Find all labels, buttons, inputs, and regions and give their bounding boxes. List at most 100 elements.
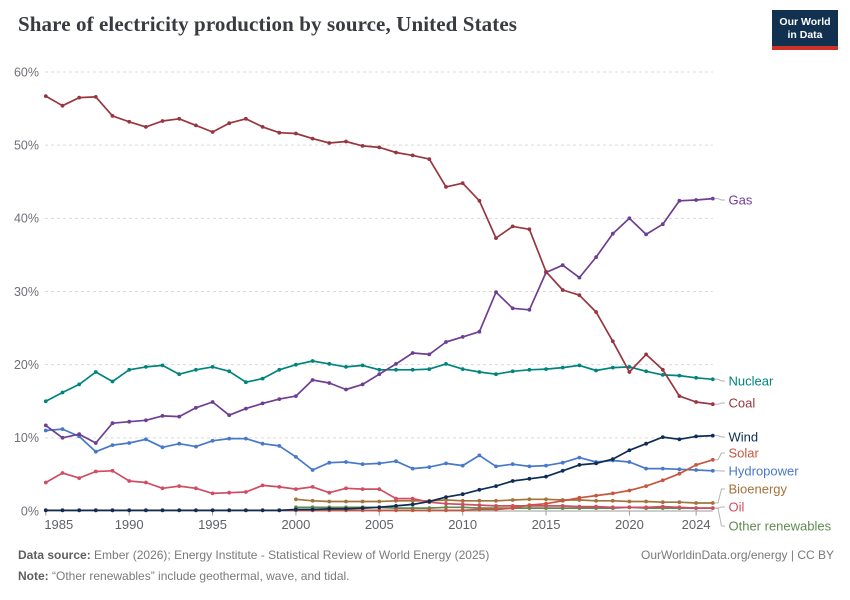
data-point-gas [444,340,448,344]
label-connector-coal [714,402,725,405]
data-point-hydropower [227,436,232,441]
series-label-other-renewables: Other renewables [729,518,832,533]
label-connector-wind [714,435,725,438]
data-point-wind [644,441,648,446]
data-point-hydropower [60,427,65,431]
data-point-hydropower [93,449,98,454]
series-hydropower [43,427,715,473]
x-axis-tick-label: 2010 [448,517,477,532]
data-point-nuclear [60,390,65,395]
data-point-oil [410,496,415,501]
data-point-gas [294,394,298,398]
data-point-hydropower [360,462,365,467]
data-point-hydropower [377,461,382,466]
data-point-oil [377,487,382,491]
data-point-gas [494,290,498,295]
data-point-hydropower [544,463,548,468]
data-point-coal [394,150,398,155]
x-axis-tick-label: 1985 [44,517,73,532]
data-point-wind [544,474,548,479]
data-point-oil [627,505,632,510]
data-point-gas [60,435,65,440]
data-point-nuclear [410,367,415,372]
label-connector-oil [714,506,725,509]
data-point-coal [677,394,682,398]
data-point-wind [60,508,65,513]
data-point-hydropower [410,466,415,471]
data-point-gas [110,421,115,426]
data-point-solar [577,495,582,500]
data-point-hydropower [710,468,715,473]
data-point-solar [710,457,715,462]
data-point-hydropower [260,441,265,446]
data-point-oil [577,504,582,509]
data-point-hydropower [460,463,465,468]
data-point-oil [710,506,715,510]
data-point-wind [194,508,198,513]
data-point-gas [594,255,598,259]
data-point-solar [660,478,665,483]
data-point-wind [77,508,82,513]
series-label-solar: Solar [729,445,760,460]
data-point-bioenergy [294,497,298,502]
data-point-coal [60,103,65,108]
data-point-gas [327,381,332,385]
data-point-gas [410,351,415,355]
note-text: “Other renewables” include geothermal, w… [52,569,350,583]
data-point-wind [244,508,248,513]
data-point-nuclear [460,367,465,371]
data-point-hydropower [444,461,448,466]
x-axis-tick-label: 2015 [532,517,561,532]
data-point-coal [77,95,82,100]
x-axis-tick-label: 2000 [281,517,310,532]
data-point-nuclear [77,382,82,387]
series-line-bioenergy [295,498,714,504]
series-coal [43,94,715,407]
data-point-nuclear [627,365,632,369]
data-point-wind [210,508,215,513]
series-bioenergy [294,497,715,505]
data-point-coal [560,288,565,292]
data-point-nuclear [494,372,498,377]
data-point-oil [660,504,665,509]
x-axis-tick-label: 1995 [198,517,227,532]
data-point-oil [277,485,282,489]
data-point-oil [77,476,82,480]
data-point-hydropower [660,466,665,471]
data-point-bioenergy [344,499,348,504]
data-point-bioenergy [610,498,615,503]
data-point-bioenergy [494,498,498,503]
data-point-nuclear [677,373,682,378]
line-chart: 0% 10% 20% 30% 40% 50% 60% 1985 1990 1995 2000 2005… [14,65,832,533]
data-point-solar [427,508,432,513]
data-point-oil [194,486,198,491]
x-axis-tick-label: 2024 [682,517,711,532]
data-point-hydropower [394,459,398,464]
data-point-solar [444,508,448,513]
series-label-wind: Wind [729,429,759,444]
data-point-coal [93,95,98,99]
chart-footer: Data source: Ember (2026); Energy Instit… [18,548,834,584]
data-point-solar [544,501,548,506]
data-point-hydropower [244,436,248,441]
owid-url-link[interactable]: OurWorldinData.org/energy | CC BY [641,548,834,562]
data-point-coal [127,119,132,124]
data-point-wind [93,508,98,513]
data-point-oil [444,501,448,506]
data-point-nuclear [127,367,132,372]
data-point-solar [644,484,648,488]
data-point-solar [377,508,382,513]
data-point-oil [93,469,98,474]
label-connector-other-renewables [714,507,725,527]
data-point-coal [310,136,315,141]
series-label-hydropower: Hydropower [729,463,800,478]
data-point-wind [627,448,632,453]
data-point-wind [294,507,298,512]
data-point-hydropower [560,460,565,465]
data-point-oil [694,506,698,510]
data-point-other-renewables [460,505,465,510]
data-point-solar [494,507,498,512]
y-axis-tick-label: 30% [14,285,39,299]
data-point-wind [710,433,715,438]
data-point-oil [60,471,65,475]
